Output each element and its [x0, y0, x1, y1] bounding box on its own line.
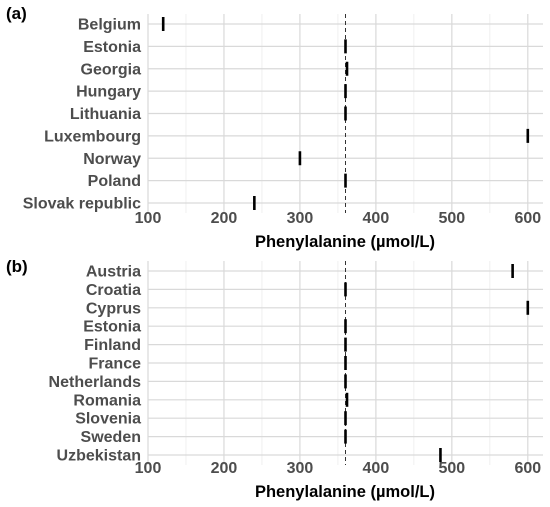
panel-a-category-label: Hungary — [76, 84, 141, 101]
panel-b-category-label: Romania — [73, 392, 141, 409]
panel-b-x-tick-label: 400 — [363, 460, 390, 477]
panel-a-x-tick-label: 200 — [211, 210, 238, 227]
panel-a-x-tick-label: 400 — [363, 210, 390, 227]
panel-a-category-label: Luxembourg — [44, 128, 141, 145]
panel-b: (b) Phenylalanine (µmol/L) 100 200 300 400 5… — [6, 257, 543, 501]
panel-b-category-label: France — [89, 356, 142, 373]
panel-b-category-label: Netherlands — [49, 374, 142, 391]
panel-b-category-label: Croatia — [86, 282, 141, 299]
panel-b-category-label: Slovenia — [75, 411, 141, 428]
panel-b-x-tick-label: 200 — [211, 460, 238, 477]
panel-b-category-label: Estonia — [83, 319, 141, 336]
panel-b-category-label: Cyprus — [86, 300, 141, 317]
panel-a-category-label: Belgium — [78, 17, 141, 34]
panel-a-category-label: Poland — [88, 173, 141, 190]
panel-a-x-axis-title: Phenylalanine (µmol/L) — [255, 233, 435, 251]
panel-a-category-label: Lithuania — [70, 106, 141, 123]
panel-a-category-label: Estonia — [83, 39, 141, 56]
panel-b-category-label: Uzbekistan — [57, 448, 141, 465]
panel-a-x-tick-label: 300 — [287, 210, 314, 227]
panel-b-category-label: Finland — [84, 337, 141, 354]
panel-a-category-label: Georgia — [81, 61, 142, 78]
panel-a: (a) Phenylalanine (µmol/L) 100 200 300 400 5… — [6, 4, 543, 251]
panel-b-x-tick-label: 300 — [287, 460, 314, 477]
panel-b-x-tick-label: 600 — [514, 460, 541, 477]
panel-a-x-tick-label: 500 — [438, 210, 465, 227]
panel-a-category-label: Slovak republic — [23, 196, 141, 213]
panel-b-x-tick-label: 100 — [135, 460, 162, 477]
panel-b-category-label: Austria — [86, 264, 141, 281]
panel-b-x-tick-label: 500 — [438, 460, 465, 477]
panel-b-x-axis-title: Phenylalanine (µmol/L) — [255, 483, 435, 501]
panel-a-x-tick-label: 100 — [135, 210, 162, 227]
panel-b-label: (b) — [6, 257, 28, 276]
panel-a-x-tick-label: 600 — [514, 210, 541, 227]
panel-b-category-label: Sweden — [81, 429, 141, 446]
panel-a-category-label: Norway — [83, 151, 141, 168]
panel-a-label: (a) — [6, 4, 27, 23]
